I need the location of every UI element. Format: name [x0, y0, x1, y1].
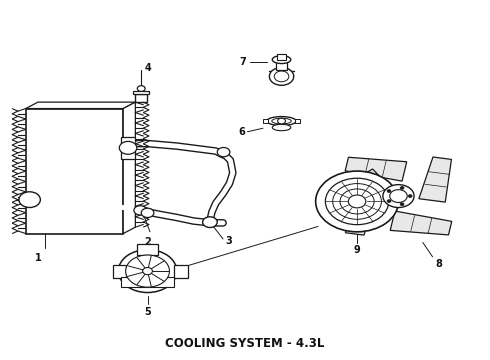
Circle shape	[383, 185, 414, 207]
Text: COOLING SYSTEM - 4.3L: COOLING SYSTEM - 4.3L	[165, 337, 325, 350]
Text: 5: 5	[144, 307, 151, 317]
Text: 4: 4	[145, 63, 152, 73]
Text: 7: 7	[240, 57, 246, 67]
Circle shape	[217, 148, 230, 157]
Text: 9: 9	[354, 245, 361, 255]
Circle shape	[134, 206, 147, 215]
Circle shape	[340, 189, 374, 214]
Circle shape	[141, 208, 154, 217]
Circle shape	[400, 186, 404, 189]
Circle shape	[278, 118, 286, 124]
Circle shape	[387, 190, 391, 193]
Bar	[277, 54, 287, 60]
Circle shape	[274, 71, 289, 82]
Circle shape	[348, 195, 366, 208]
Bar	[295, 119, 300, 123]
Bar	[263, 119, 268, 123]
Circle shape	[143, 267, 152, 275]
Circle shape	[316, 171, 398, 232]
Circle shape	[325, 178, 389, 225]
Bar	[133, 91, 149, 94]
Bar	[121, 137, 135, 158]
Circle shape	[119, 141, 137, 154]
Text: 8: 8	[435, 258, 442, 269]
Bar	[121, 277, 174, 287]
Ellipse shape	[272, 118, 291, 124]
Bar	[26, 109, 123, 234]
Ellipse shape	[267, 117, 296, 126]
Ellipse shape	[272, 124, 291, 131]
Circle shape	[118, 249, 177, 293]
Ellipse shape	[272, 56, 291, 64]
Circle shape	[202, 217, 217, 228]
Polygon shape	[123, 102, 135, 234]
Polygon shape	[335, 169, 385, 201]
Circle shape	[408, 195, 412, 198]
Polygon shape	[345, 190, 378, 235]
Circle shape	[387, 200, 391, 203]
Bar	[114, 265, 125, 278]
Circle shape	[270, 67, 294, 85]
Polygon shape	[345, 157, 407, 181]
Polygon shape	[419, 157, 451, 202]
Bar	[276, 62, 288, 70]
Text: 2: 2	[144, 237, 151, 247]
Bar	[137, 244, 158, 255]
Circle shape	[19, 192, 40, 207]
Bar	[135, 94, 147, 102]
Circle shape	[390, 190, 407, 203]
Circle shape	[125, 255, 170, 287]
Circle shape	[137, 86, 145, 91]
Polygon shape	[26, 102, 135, 109]
Bar	[174, 265, 188, 278]
Circle shape	[333, 184, 381, 219]
Text: 1: 1	[35, 253, 41, 263]
Text: 6: 6	[238, 127, 245, 138]
Polygon shape	[390, 211, 452, 235]
Circle shape	[400, 203, 404, 206]
Text: 3: 3	[225, 237, 232, 247]
